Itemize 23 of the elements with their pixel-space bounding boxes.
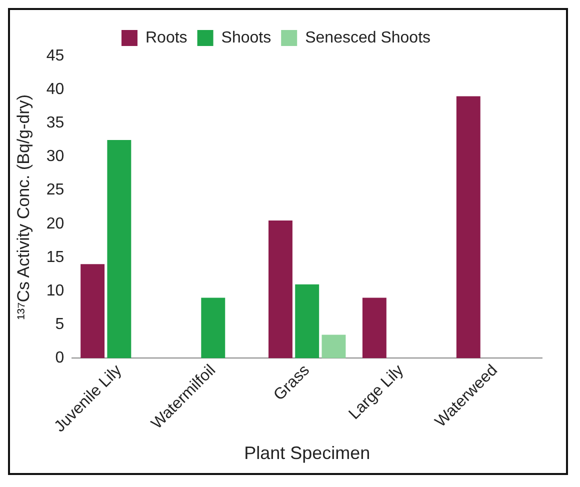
bar bbox=[201, 298, 226, 358]
bar bbox=[80, 264, 105, 358]
y-tick-label: 20 bbox=[46, 215, 64, 232]
bar bbox=[107, 140, 132, 358]
y-tick-label: 45 bbox=[46, 47, 64, 64]
y-tick-label: 10 bbox=[46, 282, 64, 300]
x-axis-title: Plant Specimen bbox=[244, 443, 370, 464]
y-tick-label: 25 bbox=[46, 182, 64, 199]
legend-label: Roots bbox=[145, 29, 188, 46]
y-axis-title: ¹³⁷Cs Activity Conc. (Bq/g-dry) bbox=[14, 94, 33, 320]
legend-label: Shoots bbox=[221, 29, 272, 46]
bar bbox=[456, 96, 480, 358]
bar bbox=[362, 298, 386, 358]
bar bbox=[322, 334, 346, 358]
y-tick-label: 0 bbox=[55, 350, 64, 367]
legend-label: Senesced Shoots bbox=[305, 29, 431, 46]
y-tick-label: 30 bbox=[46, 148, 64, 166]
y-tick-label: 15 bbox=[46, 248, 64, 266]
y-tick-label: 35 bbox=[46, 114, 64, 132]
bar bbox=[295, 284, 320, 358]
y-tick-label: 40 bbox=[46, 80, 64, 98]
y-tick-label: 5 bbox=[55, 316, 64, 334]
bar bbox=[268, 220, 292, 358]
